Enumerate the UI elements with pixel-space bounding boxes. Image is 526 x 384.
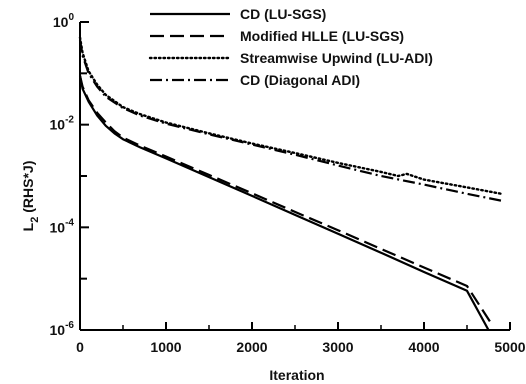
x-axis-ticks: 0 1000 2000 3000 4000 5000	[76, 322, 526, 355]
legend-label-3: Streamwise Upwind (LU-ADI)	[240, 50, 433, 66]
y-tick-exponent: -4	[65, 217, 74, 228]
x-tick-label: 2000	[236, 339, 267, 355]
y-tick-label: 10-2	[50, 115, 75, 133]
y-tick-exponent: -6	[65, 320, 74, 331]
series-line-1	[78, 75, 490, 331]
y-axis-label: L2 (RHS*J)	[20, 161, 41, 232]
y-axis-label-main: L	[20, 222, 36, 231]
y-tick-label: 10-4	[50, 217, 75, 235]
series-layer	[78, 36, 503, 331]
x-tick-label: 3000	[322, 339, 353, 355]
y-tick-label: 100	[53, 12, 75, 30]
y-tick-base: 10	[50, 322, 66, 338]
y-tick-base: 10	[53, 14, 69, 30]
x-tick-label: 1000	[150, 339, 181, 355]
series-line-3	[78, 36, 503, 196]
y-tick-exponent: 0	[68, 12, 74, 23]
y-tick-exponent: -2	[65, 115, 74, 126]
x-axis-label: Iteration	[269, 367, 324, 383]
y-tick-base: 10	[50, 219, 66, 235]
y-axis-label-rest: (RHS*J)	[20, 161, 36, 217]
x-tick-label: 4000	[408, 339, 439, 355]
y-tick-base: 10	[50, 117, 66, 133]
series-line-2	[78, 75, 494, 327]
x-tick-label: 0	[76, 339, 84, 355]
plot-frame	[79, 22, 510, 331]
legend: CD (LU-SGS) Modified HLLE (LU-SGS) Streamw…	[148, 6, 433, 88]
legend-label-1: CD (LU-SGS)	[240, 6, 326, 22]
x-tick-label: 5000	[494, 339, 525, 355]
legend-label-4: CD (Diagonal ADI)	[240, 72, 360, 88]
y-tick-label: 10-6	[50, 320, 75, 338]
legend-label-2: Modified HLLE (LU-SGS)	[240, 28, 404, 44]
y-axis-label-sub: 2	[29, 217, 41, 223]
